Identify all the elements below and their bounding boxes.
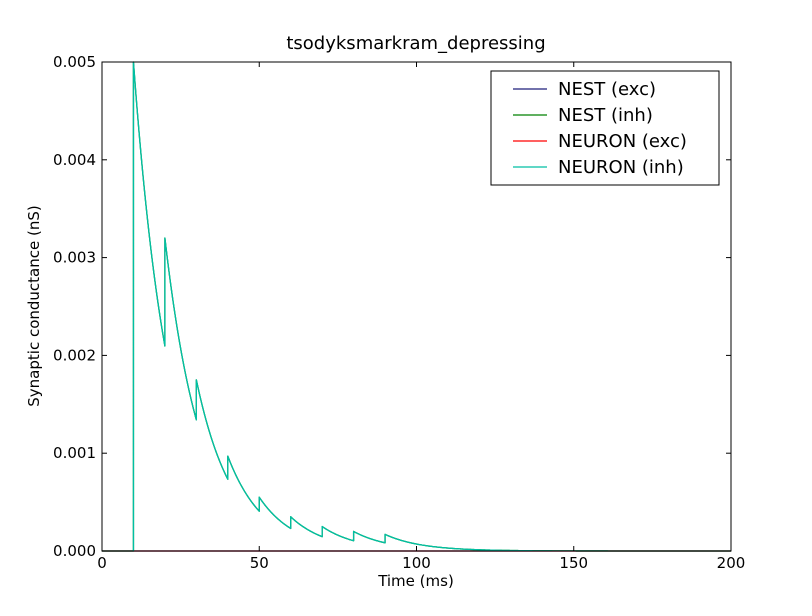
legend-label-neuron-inh: NEURON (inh) [558,157,684,178]
x-tick-label: 150 [559,554,588,572]
x-tick-label: 100 [402,554,431,572]
x-axis: 0 50 100 150 200 [97,62,745,572]
x-tick-label: 0 [97,554,107,572]
chart-title: tsodyksmarkram_depressing [286,33,545,54]
y-tick-label: 0.001 [53,444,96,462]
y-axis: 0.000 0.001 0.002 0.003 0.004 0.005 [53,53,731,560]
legend-label-nest-exc: NEST (exc) [558,79,656,100]
x-tick-label: 200 [717,554,746,572]
y-axis-label: Synaptic conductance (nS) [25,205,43,406]
x-axis-label: Time (ms) [377,572,454,590]
legend-box [490,70,720,186]
y-tick-label: 0.003 [53,249,96,267]
y-tick-label: 0.005 [53,53,96,71]
y-tick-label: 0.002 [53,346,96,364]
legend-label-neuron-exc: NEURON (exc) [558,131,687,152]
y-tick-label: 0.004 [53,151,96,169]
x-tick-label: 50 [250,554,269,572]
legend: NEST (exc) NEST (inh) NEURON (exc) NEURON (… [490,70,720,186]
legend-label-nest-inh: NEST (inh) [558,105,653,126]
y-tick-label: 0.000 [53,542,96,560]
